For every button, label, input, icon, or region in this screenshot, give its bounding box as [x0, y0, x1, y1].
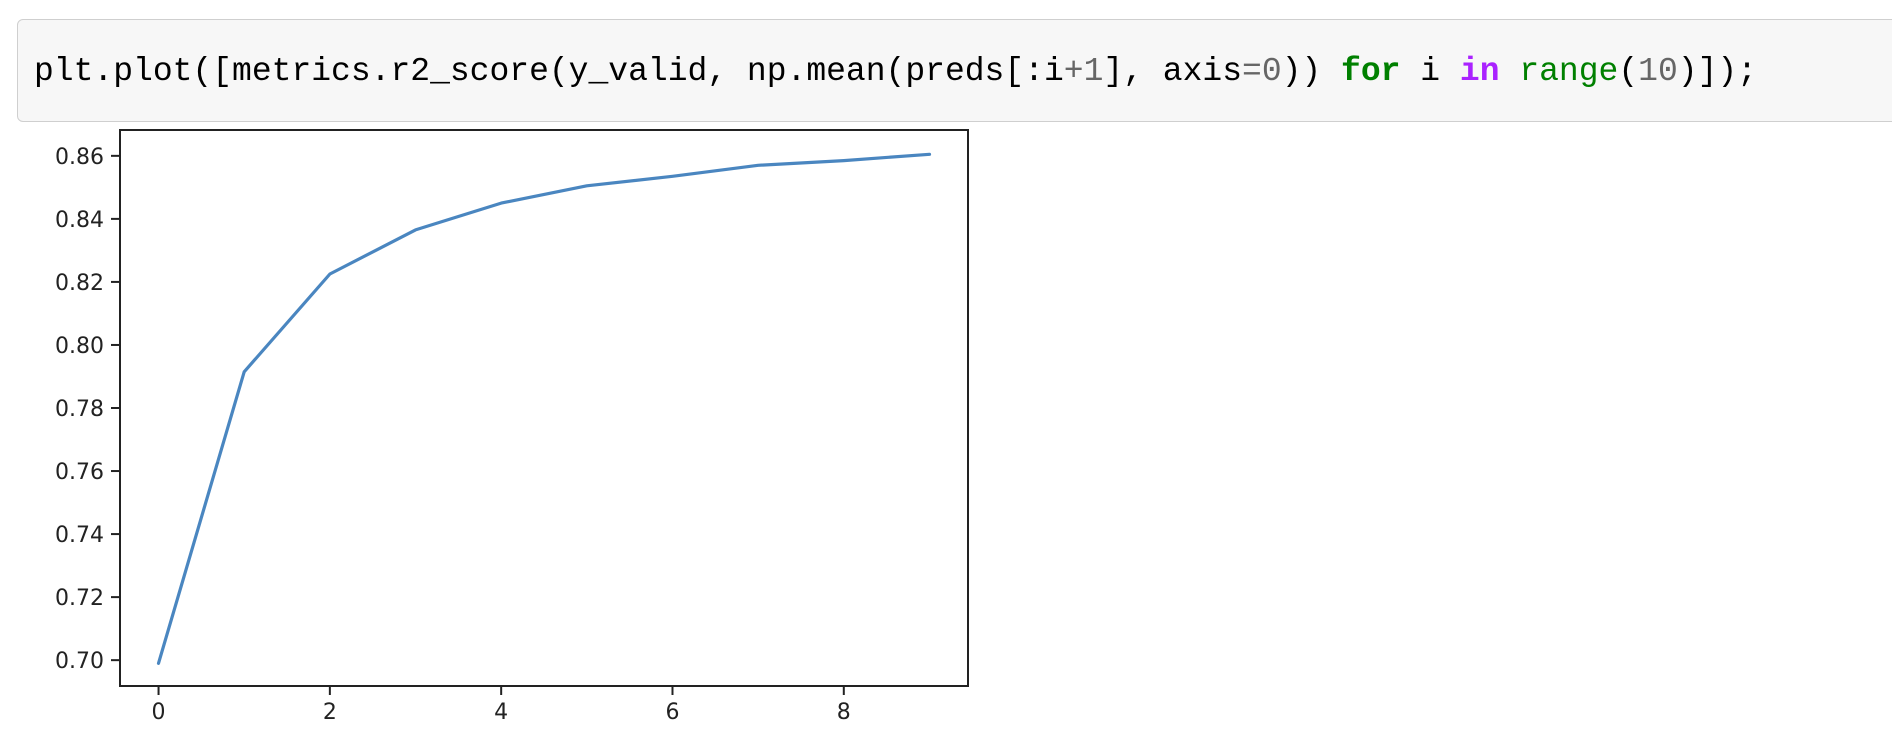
code-token: )) [1282, 53, 1341, 90]
y-axis: 0.70 0.72 0.74 0.76 0.78 0.80 0.82 0.84 0.86 [55, 145, 120, 674]
code-token: 10 [1638, 53, 1678, 90]
x-tick-label: 4 [494, 700, 508, 725]
y-tick-label: 0.80 [55, 334, 104, 359]
x-axis: 0 2 4 6 8 [152, 686, 851, 725]
cell-output: 0.70 0.72 0.74 0.76 0.78 0.80 0.82 0.84 0.86 0 2 4… [0, 122, 1892, 734]
code-token [1500, 53, 1520, 90]
series-layer [159, 154, 930, 663]
code-token: +1 [1064, 53, 1104, 90]
code-token: ], axis [1103, 53, 1242, 90]
code-token: i [1400, 53, 1459, 90]
plot-frame [120, 130, 968, 686]
y-tick-label: 0.78 [55, 397, 104, 422]
series-line [159, 154, 930, 663]
code-token: ( [1618, 53, 1638, 90]
x-tick-label: 2 [323, 700, 337, 725]
y-tick-label: 0.76 [55, 460, 104, 485]
y-tick-label: 0.74 [55, 523, 104, 548]
code-token: )]); [1678, 53, 1757, 90]
code-line[interactable]: plt.plot([metrics.r2_score(y_valid, np.m… [34, 20, 1757, 123]
x-tick-label: 8 [837, 700, 851, 725]
code-token: in [1460, 53, 1500, 90]
code-cell-input[interactable]: plt.plot([metrics.r2_score(y_valid, np.m… [17, 19, 1892, 122]
code-token: range [1519, 53, 1618, 90]
y-tick-label: 0.82 [55, 271, 104, 296]
x-tick-label: 6 [665, 700, 679, 725]
y-tick-label: 0.72 [55, 586, 104, 611]
code-token: for [1341, 53, 1400, 90]
code-token: =0 [1242, 53, 1282, 90]
y-tick-label: 0.70 [55, 649, 104, 674]
code-token: plt.plot([metrics.r2_score(y_valid, np.m… [34, 53, 1064, 90]
line-chart: 0.70 0.72 0.74 0.76 0.78 0.80 0.82 0.84 0.86 0 2 4… [0, 122, 1892, 734]
x-tick-label: 0 [152, 700, 166, 725]
y-tick-label: 0.84 [55, 208, 104, 233]
y-tick-label: 0.86 [55, 145, 104, 170]
